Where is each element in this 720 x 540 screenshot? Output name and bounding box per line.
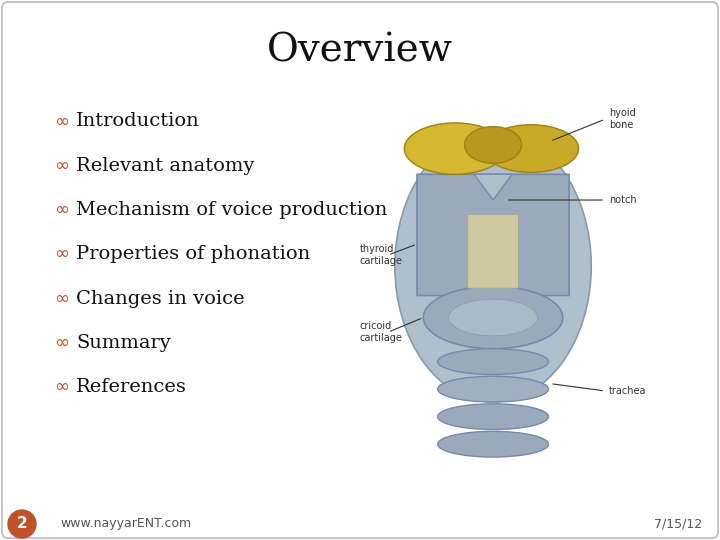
Text: trachea: trachea [609, 386, 647, 396]
Ellipse shape [423, 286, 563, 349]
Text: ∞: ∞ [54, 289, 69, 308]
Ellipse shape [464, 126, 521, 163]
Text: notch: notch [609, 195, 636, 205]
FancyBboxPatch shape [417, 174, 569, 295]
Ellipse shape [395, 130, 591, 402]
Text: 2: 2 [17, 516, 27, 531]
Text: Changes in voice: Changes in voice [76, 289, 245, 308]
Text: Introduction: Introduction [76, 112, 199, 131]
Ellipse shape [405, 123, 505, 174]
Text: ∞: ∞ [54, 334, 69, 352]
Ellipse shape [449, 299, 537, 336]
Text: ∞: ∞ [54, 201, 69, 219]
Text: cricoid
cartilage: cricoid cartilage [360, 321, 403, 343]
Text: ∞: ∞ [54, 245, 69, 264]
FancyBboxPatch shape [468, 215, 518, 288]
Ellipse shape [438, 376, 549, 402]
Ellipse shape [438, 431, 549, 457]
Polygon shape [474, 174, 512, 200]
Text: Relevant anatomy: Relevant anatomy [76, 157, 254, 175]
Text: 7/15/12: 7/15/12 [654, 517, 702, 530]
Text: Overview: Overview [267, 33, 453, 70]
Text: thyroid
cartilage: thyroid cartilage [360, 244, 403, 266]
Text: www.nayyarENT.com: www.nayyarENT.com [60, 517, 191, 530]
Text: hyoid
bone: hyoid bone [609, 109, 636, 130]
Ellipse shape [438, 404, 549, 429]
Text: Summary: Summary [76, 334, 171, 352]
Text: ∞: ∞ [54, 157, 69, 175]
Ellipse shape [484, 125, 579, 172]
Ellipse shape [438, 349, 549, 374]
Text: Mechanism of voice production: Mechanism of voice production [76, 201, 387, 219]
Text: ∞: ∞ [54, 112, 69, 131]
Circle shape [8, 510, 36, 538]
Text: Properties of phonation: Properties of phonation [76, 245, 310, 264]
Text: ∞: ∞ [54, 378, 69, 396]
Text: References: References [76, 378, 187, 396]
